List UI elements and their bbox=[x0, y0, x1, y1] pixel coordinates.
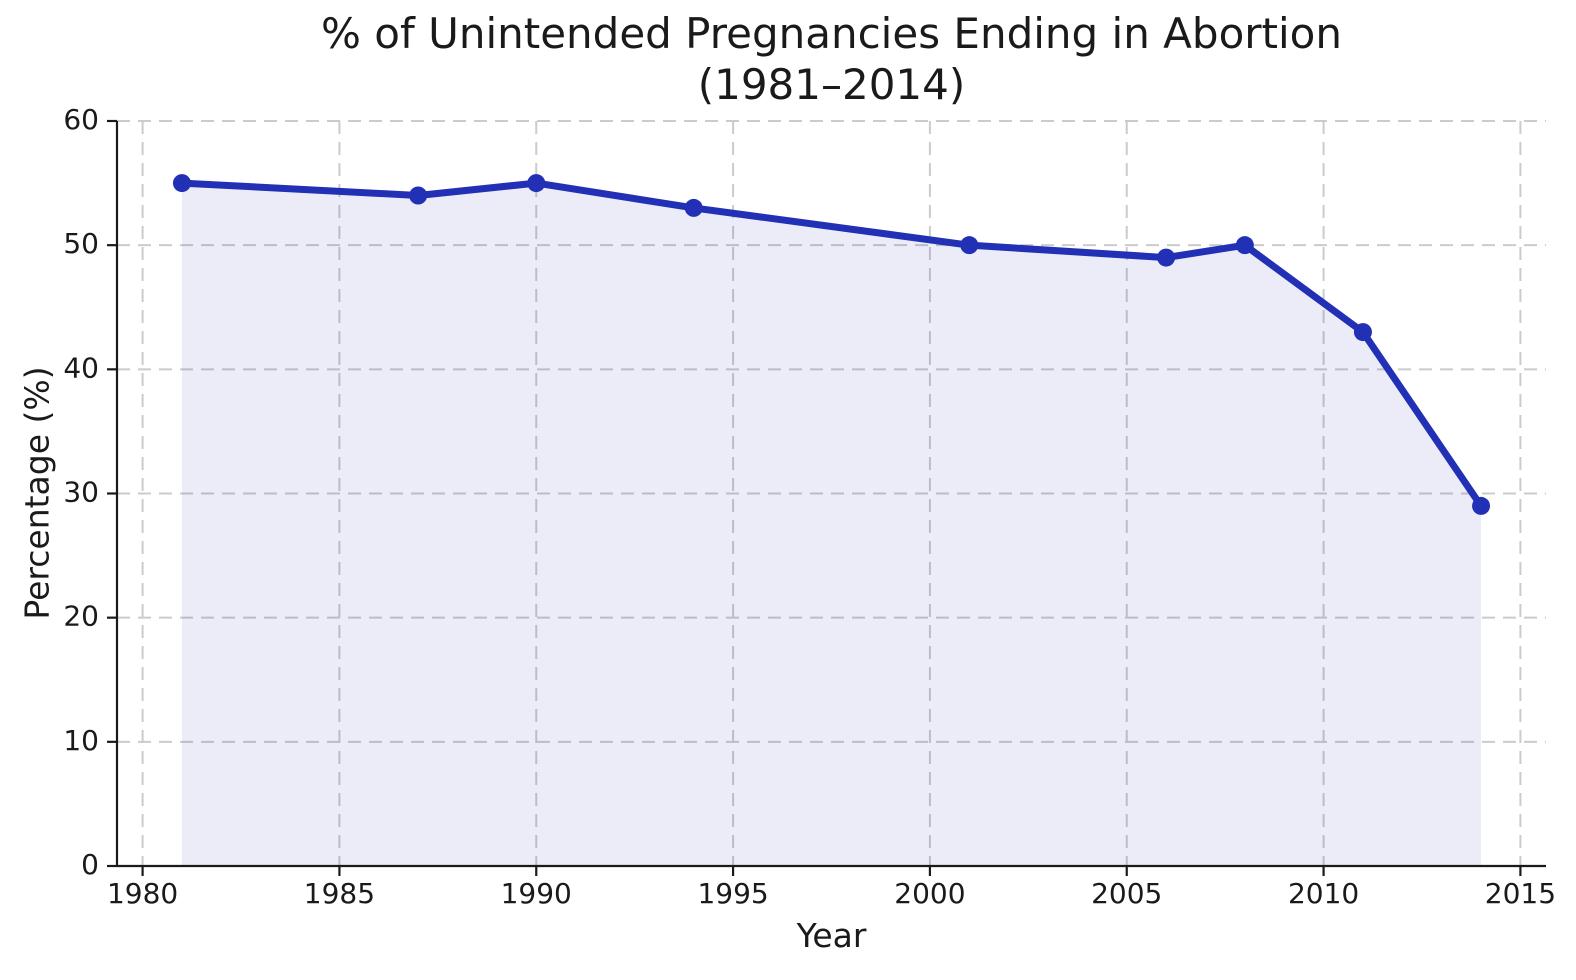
chart-title-line-2: (1981–2014) bbox=[697, 60, 966, 110]
x-axis-label: Year bbox=[796, 916, 867, 955]
x-tick-label: 2000 bbox=[894, 877, 965, 910]
data-point-2014 bbox=[1472, 496, 1491, 515]
x-tick-label: 1985 bbox=[304, 877, 375, 910]
x-tick-label: 1980 bbox=[107, 877, 178, 910]
data-point-1990 bbox=[527, 174, 546, 193]
x-tick-label: 2015 bbox=[1485, 877, 1556, 910]
y-tick-label: 10 bbox=[63, 724, 99, 757]
x-tick-label: 2010 bbox=[1288, 877, 1359, 910]
x-tick-label: 1990 bbox=[501, 877, 572, 910]
data-point-1987 bbox=[409, 186, 428, 205]
x-tick-label: 1995 bbox=[697, 877, 768, 910]
x-tick-label: 2005 bbox=[1091, 877, 1162, 910]
chart-title-line-1: % of Unintended Pregnancies Ending in Ab… bbox=[321, 9, 1342, 58]
chart-title: % of Unintended Pregnancies Ending in Ab… bbox=[117, 8, 1546, 110]
y-tick-label: 30 bbox=[63, 476, 99, 509]
data-point-2008 bbox=[1235, 236, 1254, 255]
y-tick-label: 0 bbox=[81, 848, 99, 881]
y-tick-label: 60 bbox=[63, 103, 99, 136]
data-point-2001 bbox=[960, 236, 979, 255]
y-tick-label: 40 bbox=[63, 351, 99, 384]
y-axis-label: Percentage (%) bbox=[17, 366, 57, 620]
data-point-1981 bbox=[172, 174, 191, 193]
data-point-2006 bbox=[1157, 248, 1176, 267]
data-point-1994 bbox=[684, 198, 703, 217]
data-point-2011 bbox=[1353, 323, 1372, 342]
y-tick-label: 50 bbox=[63, 227, 99, 260]
area-fill bbox=[181, 183, 1482, 867]
y-tick-label: 20 bbox=[63, 600, 99, 633]
